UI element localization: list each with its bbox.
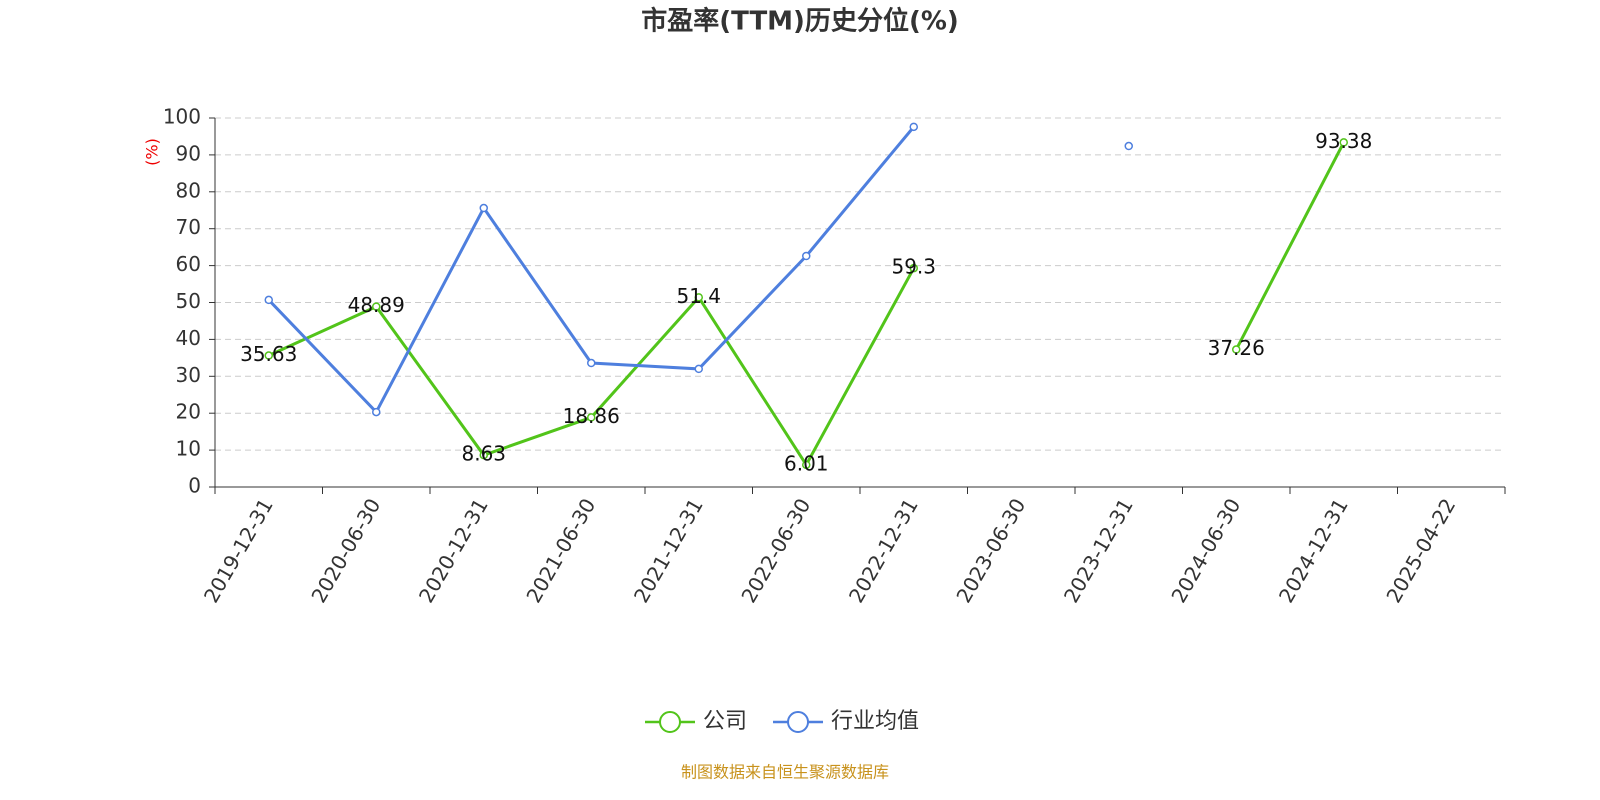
y-tick-label: 50 [176, 289, 201, 313]
data-label: 6.01 [784, 451, 829, 475]
point [802, 251, 811, 261]
point [909, 122, 918, 132]
x-tick-label: 2023-06-30 [951, 494, 1030, 607]
legend-marker [787, 711, 810, 733]
x-tick-label: 2021-12-31 [629, 494, 708, 607]
x-tick-label: 2024-06-30 [1166, 494, 1245, 607]
x-tick-label: 2022-06-30 [736, 494, 815, 607]
y-axis-label: (%) [143, 138, 162, 166]
chart-title: 市盈率(TTM)历史分位(%) [641, 6, 959, 37]
x-tick-label: 2025-04-22 [1381, 494, 1460, 607]
point [479, 203, 488, 213]
y-tick-label: 90 [176, 141, 201, 165]
y-tick-label: 60 [176, 252, 201, 276]
y-tick-label: 70 [176, 215, 201, 239]
point [909, 263, 918, 273]
series-line [268, 141, 1346, 468]
x-tick-label: 2020-12-31 [414, 494, 493, 607]
data-label: 18.86 [563, 404, 620, 428]
y-tick-label: 20 [176, 400, 201, 424]
data-label: 51.4 [676, 284, 721, 308]
point [587, 413, 596, 422]
y-tick-label: 10 [176, 437, 201, 461]
data-label: 35.63 [240, 342, 297, 366]
point [1339, 138, 1348, 147]
point [264, 351, 273, 360]
legend-label: 行业均值 [831, 709, 919, 734]
point [1124, 141, 1133, 151]
point [479, 450, 488, 460]
y-tick-label: 0 [188, 474, 201, 498]
x-tick-label: 2020-06-30 [306, 494, 385, 607]
data-label: 59.3 [891, 255, 936, 279]
point [694, 293, 703, 302]
data-label: 48.89 [348, 293, 405, 317]
x-tick-label: 2021-06-30 [521, 494, 600, 607]
point [372, 407, 381, 417]
source-note: 制图数据来自恒生聚源数据库 [681, 763, 889, 782]
point [694, 364, 703, 374]
point [372, 302, 381, 311]
point [587, 358, 596, 368]
y-tick-label: 40 [176, 326, 201, 350]
point [1232, 345, 1241, 354]
legend-label: 公司 [703, 709, 747, 734]
data-label: 93.38 [1315, 129, 1372, 153]
data-label: 8.63 [461, 442, 506, 466]
x-tick-label: 2024-12-31 [1274, 494, 1353, 607]
point [802, 460, 811, 470]
y-tick-label: 80 [176, 178, 201, 202]
legend-marker [659, 711, 681, 733]
point [264, 295, 273, 305]
x-tick-label: 2019-12-31 [199, 494, 278, 607]
y-tick-label: 30 [176, 363, 201, 387]
x-tick-label: 2022-12-31 [844, 494, 923, 607]
x-tick-label: 2023-12-31 [1059, 494, 1138, 607]
data-label: 37.26 [1208, 336, 1265, 360]
y-tick-label: 100 [163, 105, 201, 129]
